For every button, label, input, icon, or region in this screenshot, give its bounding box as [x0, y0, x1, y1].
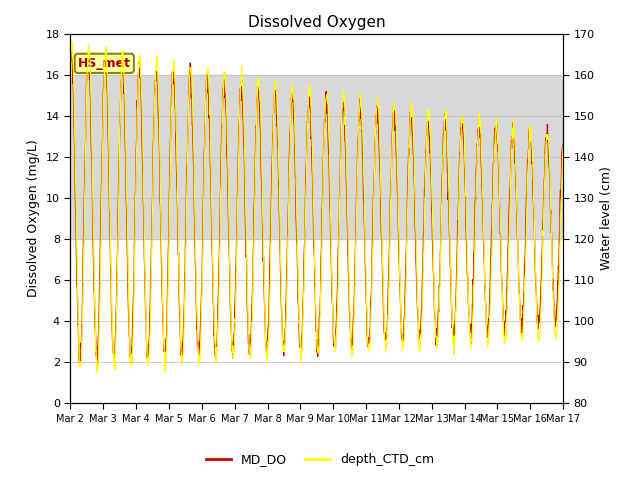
- Bar: [70, 75, 563, 239]
- Y-axis label: Water level (cm): Water level (cm): [600, 167, 613, 270]
- Legend: MD_DO, depth_CTD_cm: MD_DO, depth_CTD_cm: [200, 448, 440, 471]
- Title: Dissolved Oxygen: Dissolved Oxygen: [248, 15, 386, 30]
- Text: HS_met: HS_met: [78, 57, 131, 70]
- Y-axis label: Dissolved Oxygen (mg/L): Dissolved Oxygen (mg/L): [28, 140, 40, 297]
